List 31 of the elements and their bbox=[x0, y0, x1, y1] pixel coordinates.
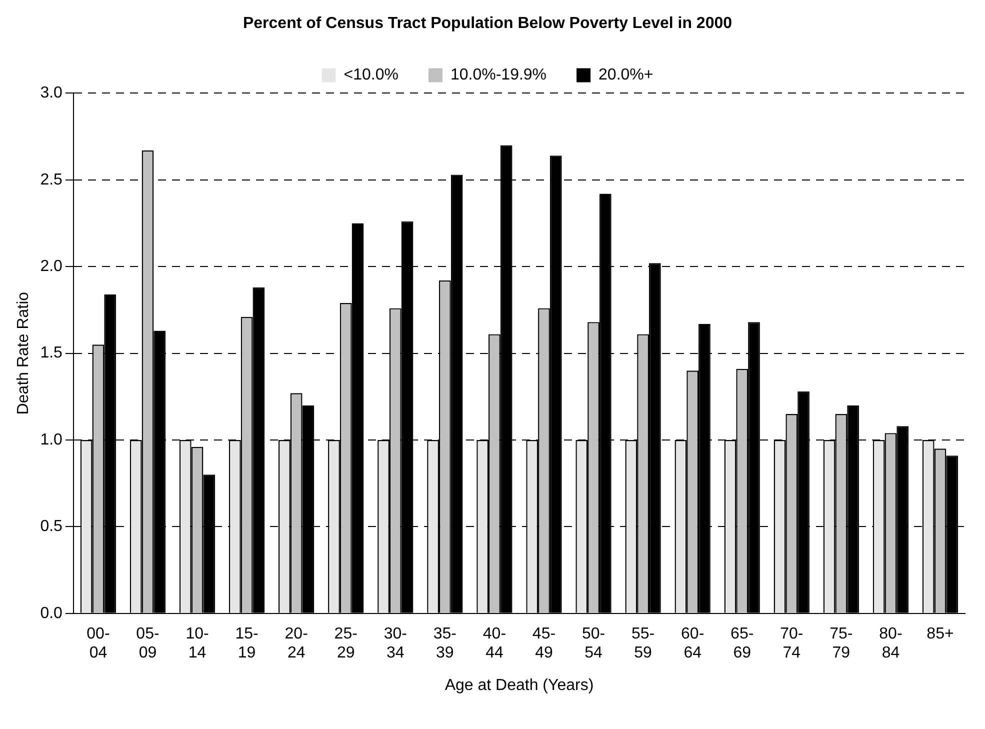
x-tick-label: 55-59 bbox=[631, 625, 655, 662]
x-axis-title: Age at Death (Years) bbox=[444, 676, 594, 694]
chart-title: Percent of Census Tract Population Below Poverty Level in 2000 bbox=[242, 15, 732, 32]
x-tick-label: 40-44 bbox=[482, 625, 506, 662]
legend-label: 20.0%+ bbox=[598, 66, 654, 84]
x-tick-label: 20-24 bbox=[284, 625, 308, 662]
x-tick-label: 10-14 bbox=[186, 625, 209, 662]
x-tick-label: 35-39 bbox=[433, 625, 456, 662]
x-tick-label: 00-04 bbox=[86, 625, 110, 662]
y-tick-label: 2.0 bbox=[40, 258, 63, 276]
x-tick-label: 70-74 bbox=[780, 625, 804, 662]
x-tick-label: 25-29 bbox=[334, 625, 358, 662]
y-tick-label: 1.0 bbox=[40, 431, 63, 448]
y-tick-label: 0.5 bbox=[40, 518, 63, 536]
x-tick-label: 45-49 bbox=[532, 625, 556, 662]
x-tick-label: 50-54 bbox=[582, 625, 606, 662]
x-tick-label: 65-69 bbox=[730, 625, 754, 662]
y-tick-label: 0.0 bbox=[40, 604, 63, 622]
x-tick-label: 80-84 bbox=[879, 625, 902, 662]
x-tick-label: 30-34 bbox=[384, 625, 407, 662]
y-tick-label: 3.0 bbox=[40, 84, 63, 102]
x-tick-label: 15-19 bbox=[235, 625, 258, 662]
y-tick-label: 2.5 bbox=[40, 171, 63, 188]
x-tick-label: 05-09 bbox=[136, 625, 160, 662]
legend-label: <10.0% bbox=[344, 66, 398, 84]
y-axis-title: Death Rate Ratio bbox=[15, 292, 32, 415]
y-tick-label: 1.5 bbox=[40, 344, 63, 362]
x-tick-label: 60-64 bbox=[681, 625, 704, 662]
x-tick-label: 85+ bbox=[926, 625, 954, 642]
legend-label: 10.0%-19.9% bbox=[450, 66, 547, 84]
x-tick-label: 75-79 bbox=[830, 625, 853, 662]
